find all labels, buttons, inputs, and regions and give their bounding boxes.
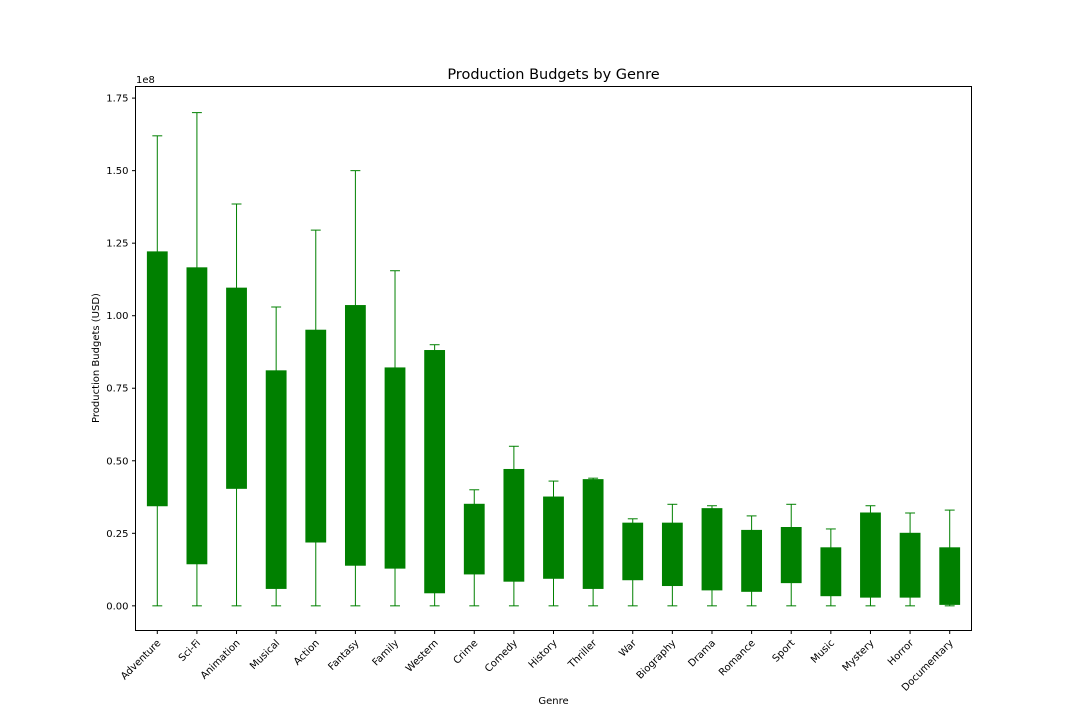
box-sport (780, 503, 802, 607)
plot-frame (135, 86, 972, 631)
y-tick-label: 1.50 (106, 166, 128, 177)
x-tick-label: Biography (635, 638, 679, 682)
y-offset-label: 1e8 (136, 75, 155, 86)
y-tick-label: 0.50 (106, 456, 128, 467)
box-body (741, 529, 763, 592)
y-tick-label: 0.00 (106, 601, 128, 612)
x-tick-label: War (617, 637, 639, 659)
x-tick-label: Horror (886, 637, 917, 668)
x-tick-label: Musical (248, 638, 282, 672)
box-body (384, 367, 406, 569)
box-body (939, 547, 961, 605)
box-biography (661, 503, 683, 607)
x-tick-label: Action (292, 638, 322, 668)
box-body (265, 370, 287, 589)
box-war (622, 518, 644, 607)
box-body (622, 522, 644, 581)
box-musical (265, 306, 287, 607)
box-body (463, 503, 485, 575)
box-fantasy (344, 170, 366, 607)
y-tick-label: 1.25 (106, 239, 128, 250)
box-mystery (860, 505, 881, 607)
y-tick-label: 1.00 (106, 311, 128, 322)
x-tick-label: Crime (452, 638, 481, 667)
y-tick-label: 0.25 (106, 529, 128, 540)
box-adventure (146, 135, 168, 607)
box-music (820, 528, 842, 607)
box-thriller (582, 477, 604, 607)
y-tick-label: 1.75 (106, 94, 128, 105)
y-ticks-group: 0.00 0.25 0.50 0.75 1.00 1.25 1.50 1.75 (106, 94, 136, 612)
chart-title: Production Budgets by Genre (447, 67, 659, 83)
x-tick-label: Comedy (483, 638, 520, 675)
box-body (186, 267, 208, 565)
box-comedy (503, 445, 525, 607)
box-history (543, 480, 564, 607)
x-tick-label: Music (809, 638, 837, 666)
box-romance (741, 515, 763, 607)
box-body (661, 522, 683, 587)
box-action (305, 229, 327, 607)
x-tick-label: Adventure (119, 638, 163, 682)
x-tick-label: Western (404, 638, 441, 675)
box-documentary (939, 509, 961, 607)
x-tick-label: Sport (771, 638, 798, 665)
box-horror (899, 512, 921, 607)
box-drama (701, 505, 723, 607)
box-body (424, 350, 446, 594)
box-sci-fi (186, 112, 208, 607)
box-body (543, 496, 564, 579)
y-axis-label: Production Budgets (USD) (91, 293, 102, 423)
x-tick-label: Drama (686, 638, 718, 670)
x-tick-label: Romance (717, 638, 758, 679)
box-body (780, 527, 802, 584)
box-body (305, 329, 327, 543)
x-tick-label: Sci-Fi (177, 638, 203, 664)
box-animation (226, 203, 247, 607)
x-tick-label: Mystery (841, 638, 877, 674)
box-body (899, 532, 921, 598)
box-body (701, 508, 723, 591)
boxes-group (146, 112, 961, 607)
box-body (344, 305, 366, 566)
x-tick-label: History (527, 638, 560, 671)
box-western (424, 344, 446, 607)
box-body (146, 251, 168, 507)
box-family (384, 270, 406, 607)
x-axis-label: Genre (538, 696, 568, 707)
x-tick-label: Family (371, 638, 402, 669)
box-body (860, 512, 881, 598)
box-body (582, 479, 604, 589)
box-body (503, 468, 525, 582)
x-tick-label: Fantasy (327, 638, 362, 673)
box-body (820, 547, 842, 597)
box-body (226, 287, 247, 489)
x-tick-label: Animation (199, 638, 243, 682)
x-tick-label: Thriller (566, 637, 600, 671)
y-tick-label: 0.75 (106, 384, 128, 395)
box-crime (463, 489, 485, 607)
